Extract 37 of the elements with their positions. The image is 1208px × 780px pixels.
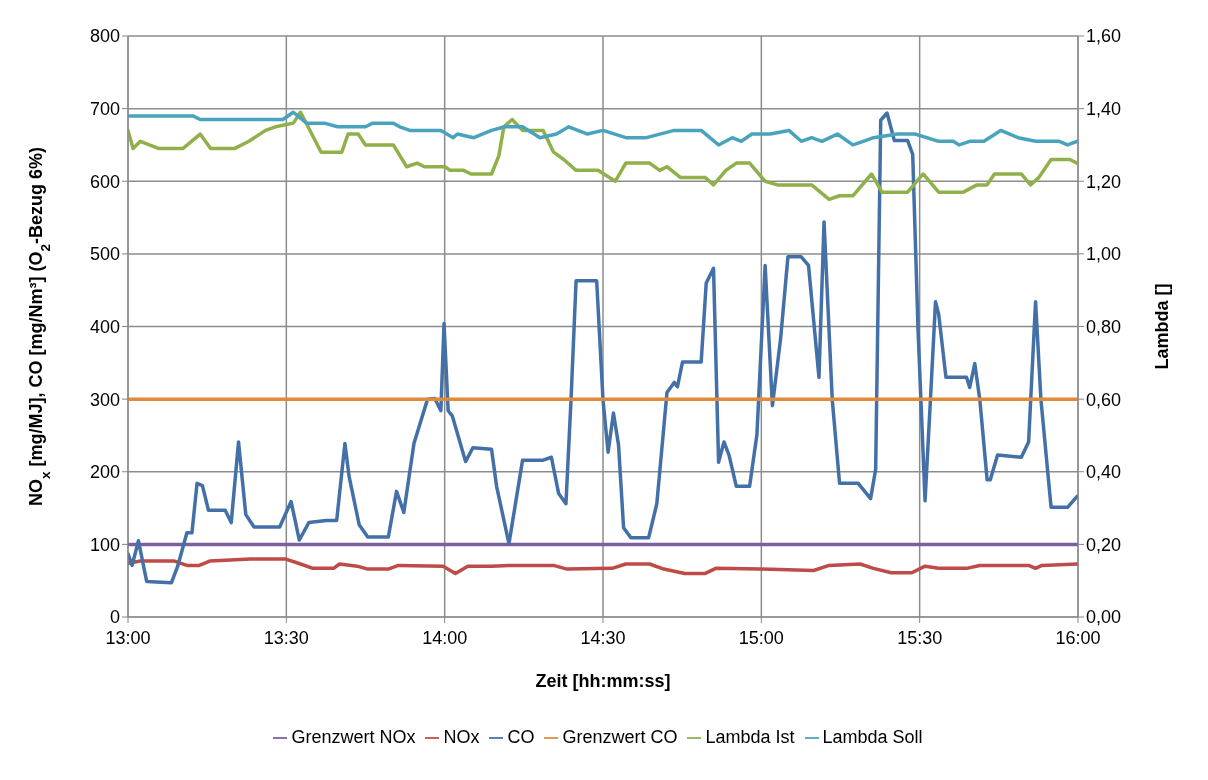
- y-tick-label: 200: [89, 462, 120, 483]
- line-series: [128, 111, 1078, 585]
- y-tick-label: 800: [89, 26, 120, 47]
- x-axis-title: Zeit [hh:mm:ss]: [535, 671, 671, 691]
- line-series: [128, 110, 1078, 147]
- y2-tick-label: 0,60: [1086, 389, 1122, 410]
- legend-label: CO: [507, 727, 535, 747]
- x-tick-label: 16:00: [1055, 627, 1101, 648]
- legend-label: Grenzwert NOx: [291, 727, 416, 747]
- x-tick-label: 14:00: [422, 627, 468, 648]
- y-tick-label: 400: [89, 316, 120, 337]
- y-tick-label: 0: [109, 607, 120, 628]
- y2-tick-label: 0,40: [1086, 462, 1122, 483]
- y-tick-label: 700: [89, 99, 120, 120]
- y-tick-label: 500: [89, 244, 120, 265]
- y-tick-label: 100: [89, 534, 120, 555]
- y2-tick-label: 1,00: [1086, 244, 1122, 265]
- y-tick-label: 600: [89, 171, 120, 192]
- x-tick-label: 13:00: [105, 627, 151, 648]
- line-series: [128, 110, 1078, 202]
- legend-label: Lambda Soll: [822, 727, 923, 747]
- legend-label: NOx: [443, 727, 480, 747]
- y2-tick-label: 0,80: [1086, 316, 1122, 337]
- x-tick-label: 15:00: [738, 627, 784, 648]
- x-tick-label: 15:30: [897, 627, 943, 648]
- legend-label: Lambda Ist: [705, 727, 795, 747]
- y2-tick-label: 1,60: [1086, 26, 1122, 47]
- y2-tick-label: 0,00: [1086, 607, 1122, 628]
- y2-tick-label: 1,20: [1086, 171, 1122, 192]
- y2-tick-label: 0,20: [1086, 534, 1122, 555]
- y2-axis-title: Lambda []: [1152, 283, 1172, 370]
- legend-label: Grenzwert CO: [562, 727, 678, 747]
- x-tick-label: 13:30: [263, 627, 309, 648]
- y2-tick-label: 1,40: [1086, 99, 1122, 120]
- y-tick-label: 300: [89, 389, 120, 410]
- x-tick-label: 14:30: [580, 627, 626, 648]
- line-series: [128, 557, 1078, 576]
